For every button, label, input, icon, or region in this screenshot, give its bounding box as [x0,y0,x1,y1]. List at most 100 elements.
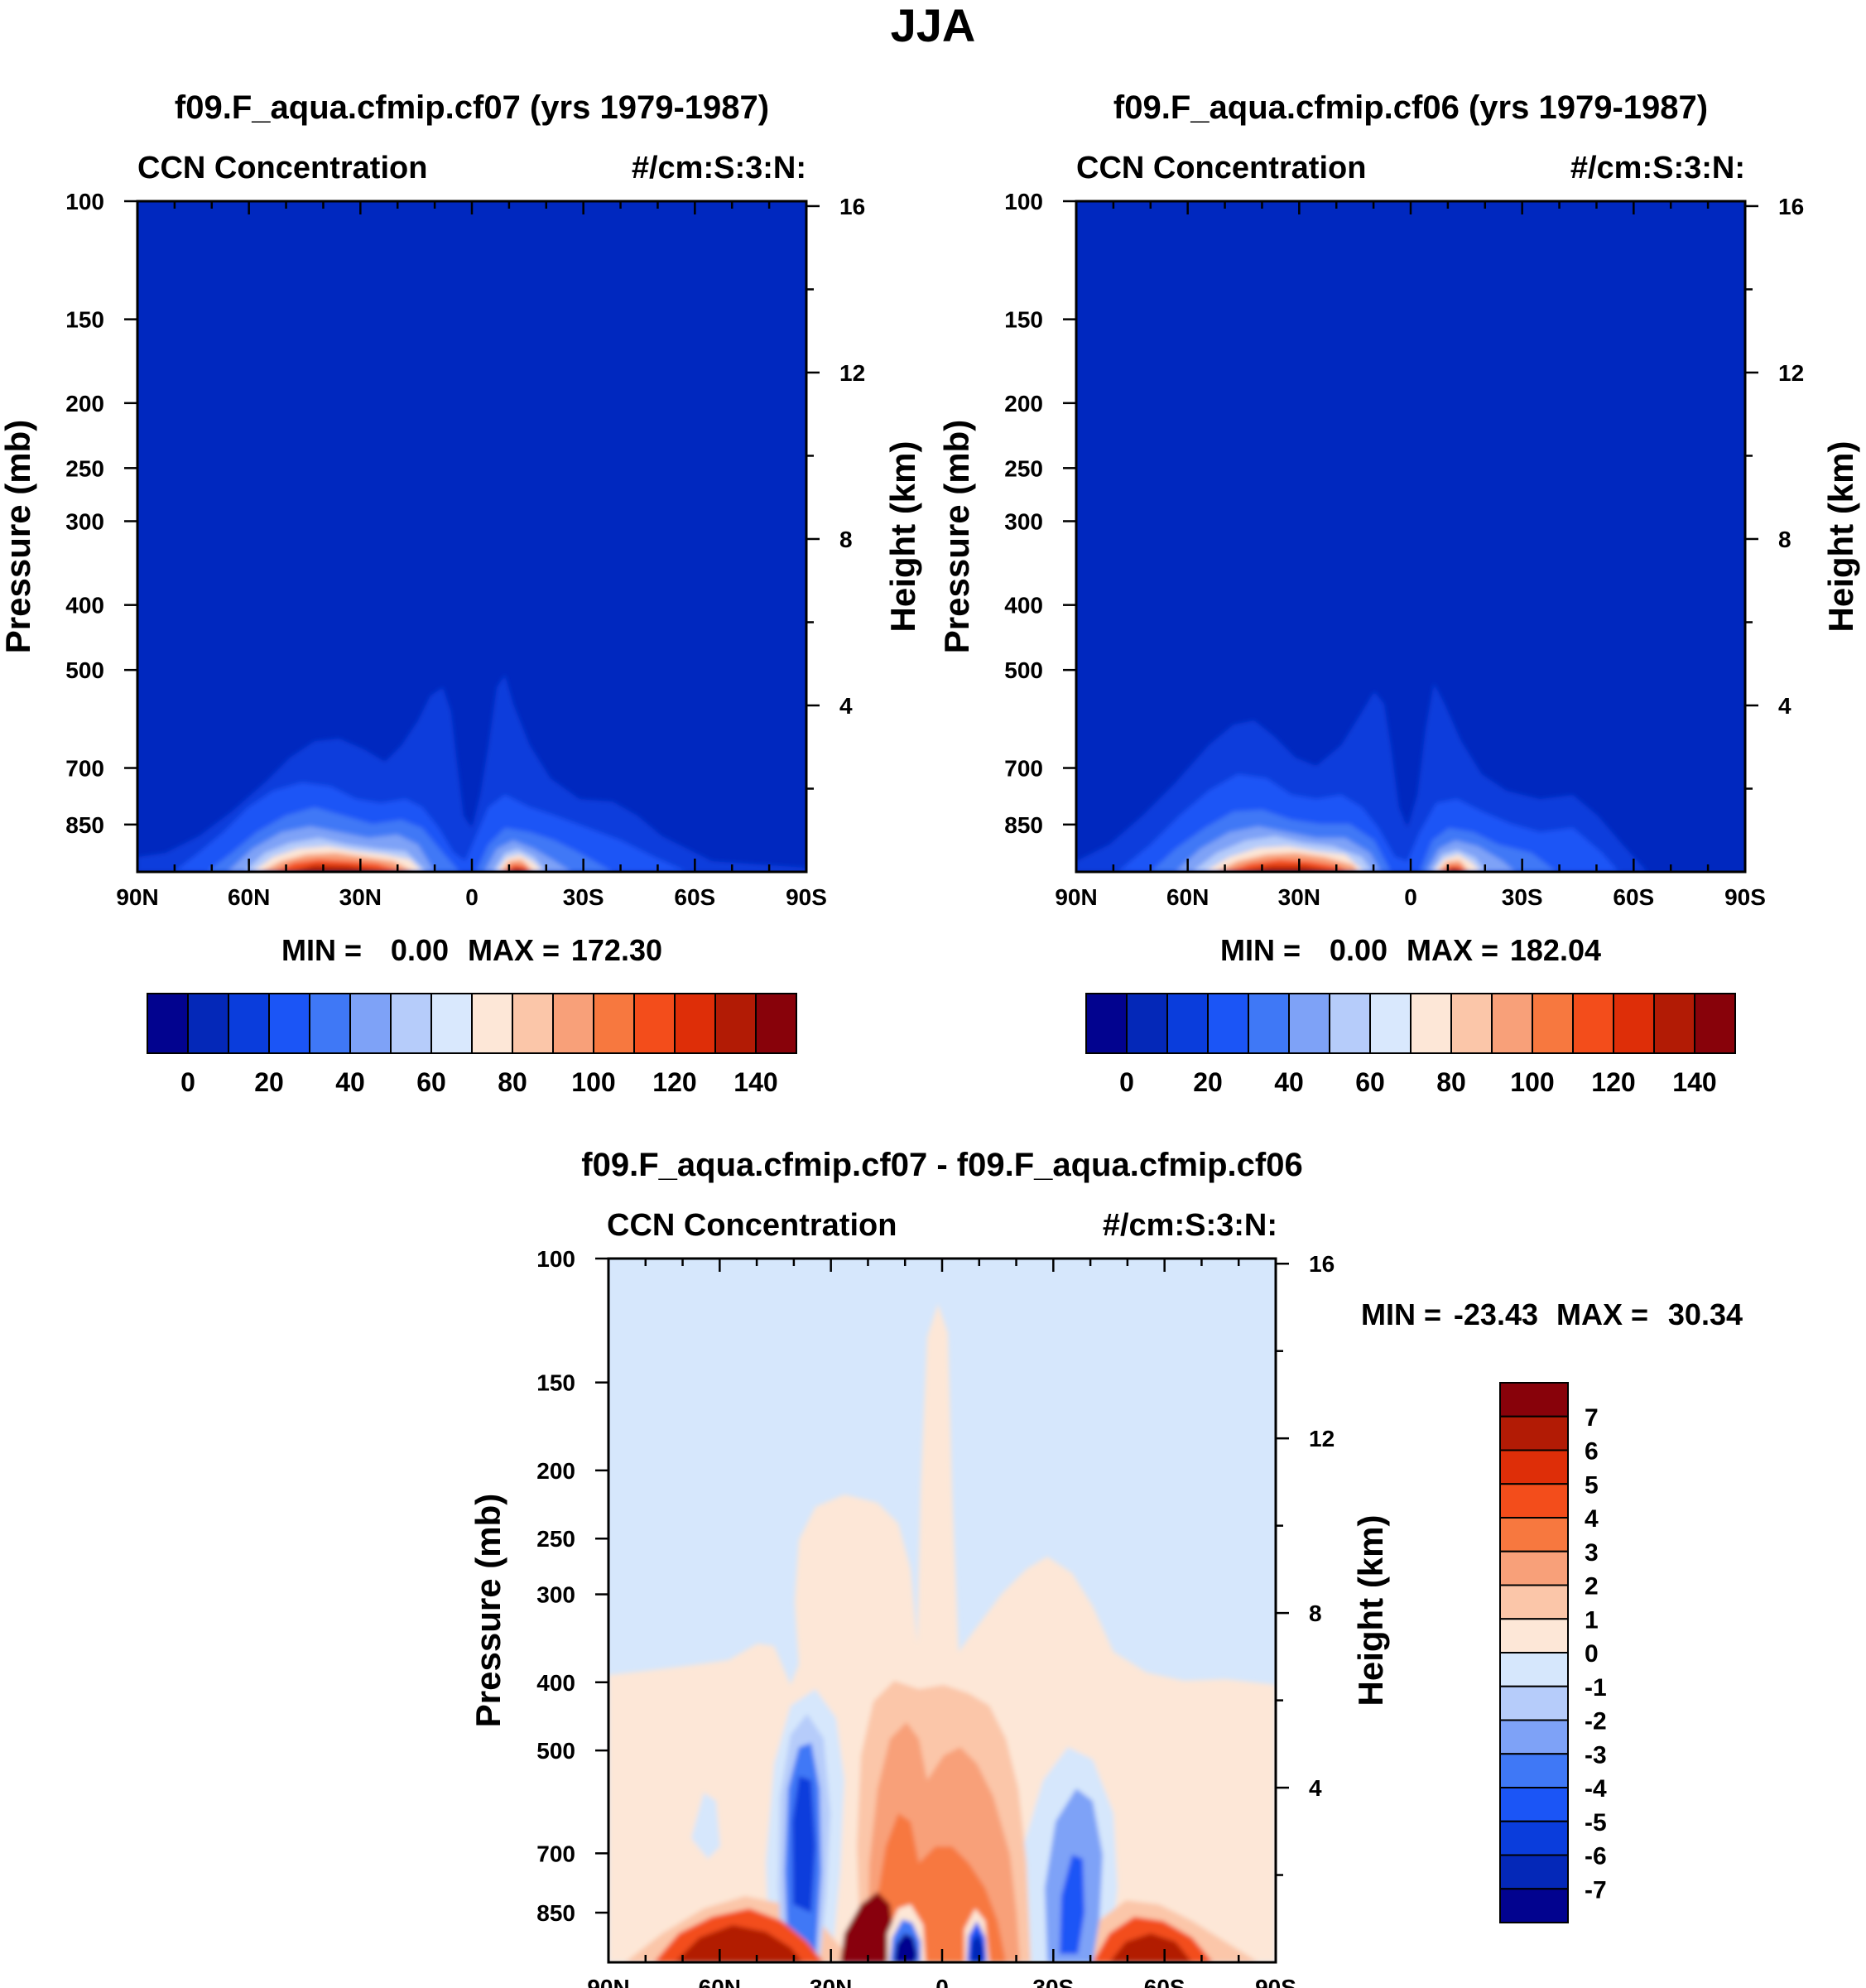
colorbar-box [1450,993,1493,1054]
units-label: #/cm:S:3:N: [632,151,806,185]
colorbar-box [430,993,473,1054]
colorbar-box [1499,1820,1569,1856]
y-tick-label: 300 [65,508,104,534]
colorbar-label: 60 [416,1067,446,1097]
y-tick-label: 500 [1004,657,1043,683]
colorbar-label: 40 [1274,1067,1304,1097]
x-tick-label: 30S [563,884,604,910]
colorbar-box [1499,1415,1569,1451]
y-tick-label: 700 [1004,756,1043,782]
colorbar-label: -6 [1585,1843,1607,1870]
colorbar-box [1499,1719,1569,1755]
colorbar-box [714,993,757,1054]
contour-band [840,1892,894,1962]
colorbar-box [1369,993,1412,1054]
colorbar-label: 120 [1591,1067,1635,1097]
panel-title: f09.F_aqua.cfmip.cf07 - f09.F_aqua.cfmip… [581,1147,1302,1183]
variable-label: CCN Concentration [607,1208,897,1243]
y2-tick-label: 16 [839,194,865,219]
variable-label: CCN Concentration [137,151,427,185]
x-tick-label: 90S [1724,884,1766,910]
colorbar-box [1248,993,1290,1054]
colorbar-box [268,993,310,1054]
y-tick-label: 200 [65,391,104,416]
colorbar-label: 0 [180,1067,195,1097]
y-tick-label: 400 [1004,593,1043,619]
variable-label: CCN Concentration [1076,151,1366,185]
contour-band [894,1933,917,1962]
colorbar-box [1532,993,1574,1054]
y-tick-label: 400 [536,1670,575,1696]
y-tick-label: 100 [1004,189,1043,214]
colorbar-label: 40 [335,1067,365,1097]
x-tick-label: 90N [116,884,158,910]
y-tick-label: 850 [1004,812,1043,838]
y-tick-label: 300 [1004,508,1043,534]
y2-tick-label: 4 [1778,693,1791,719]
colorbar-box [1166,993,1209,1054]
contour-band [792,1776,815,1913]
y-axis-label: Pressure (mb) [937,420,976,653]
colorbar-label: 6 [1585,1438,1599,1466]
colorbar-label: 20 [254,1067,284,1097]
colorbar-box [1207,993,1249,1054]
y2-tick-label: 8 [1309,1601,1322,1626]
min-value: 0.00 [391,933,449,967]
y-tick-label: 250 [536,1526,575,1552]
colorbar-box [390,993,432,1054]
panel-difference: f09.F_aqua.cfmip.cf07 - f09.F_aqua.cfmip… [469,1147,1743,1988]
colorbar-box [1572,993,1614,1054]
x-tick-label: 0 [935,1975,949,1988]
colorbar-box [1499,1618,1569,1653]
x-tick-label: 90N [1055,884,1097,910]
colorbar-box [1499,1382,1569,1418]
min-label: MIN = [1361,1297,1441,1331]
y-tick-label: 200 [1004,391,1043,416]
colorbar-box [1499,1517,1569,1552]
y2-axis-label: Height (km) [883,441,922,633]
max-value: 172.30 [571,933,662,967]
colorbar-box [1499,1449,1569,1485]
colorbar-box [309,993,351,1054]
y-tick-label: 300 [536,1582,575,1608]
colorbar-box [552,993,594,1054]
x-tick-label: 30N [810,1975,852,1988]
colorbar-label: -5 [1585,1809,1607,1836]
colorbar-box [1653,993,1695,1054]
y2-tick-label: 8 [1778,527,1791,552]
colorbar-label: -2 [1585,1708,1607,1735]
y-tick-label: 100 [65,189,104,214]
colorbar-box [1288,993,1330,1054]
colorbar-label: 120 [652,1067,696,1097]
colorbar-box [755,993,797,1054]
colorbar-label: 2 [1585,1573,1599,1601]
colorbar-label: 0 [1119,1067,1134,1097]
colorbar-label: 100 [1510,1067,1554,1097]
colorbar-label: 80 [498,1067,527,1097]
colorbar-label: 80 [1436,1067,1466,1097]
colorbar-box [512,993,554,1054]
colorbar-box [593,993,635,1054]
max-value: 182.04 [1510,933,1601,967]
y2-tick-label: 4 [839,693,853,719]
y-tick-label: 500 [65,657,104,683]
colorbar-label: 3 [1585,1539,1599,1567]
y-tick-label: 850 [536,1900,575,1926]
colorbar-box [228,993,270,1054]
colorbar-box [1499,1787,1569,1822]
colorbar-box [147,993,189,1054]
y2-tick-label: 12 [839,360,865,386]
x-tick-label: 30S [1032,1975,1074,1988]
colorbar-box [1499,1550,1569,1586]
y2-tick-label: 16 [1778,194,1804,219]
colorbar-label: 20 [1193,1067,1223,1097]
panel-title: f09.F_aqua.cfmip.cf07 (yrs 1979-1987) [175,89,769,126]
min-label: MIN = [1220,933,1301,967]
y2-tick-label: 16 [1309,1251,1335,1277]
y-tick-label: 250 [65,455,104,481]
units-label: #/cm:S:3:N: [1570,151,1745,185]
max-label: MAX = [1407,933,1498,967]
colorbar-box [1085,993,1128,1054]
x-tick-label: 90S [786,884,827,910]
colorbar-label: 4 [1585,1505,1599,1533]
